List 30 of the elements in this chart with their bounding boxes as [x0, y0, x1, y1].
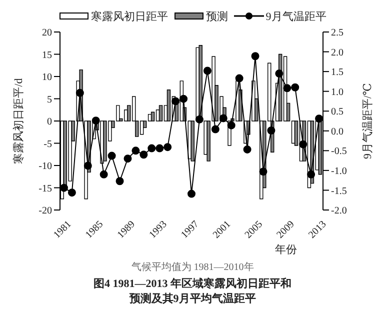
y-axis-title: 寒露风初日距平/d — [12, 78, 25, 164]
x-tick-label: 1989 — [115, 218, 138, 241]
y2-tick-label: 1.0 — [331, 86, 344, 98]
legend-label: 寒露风初日距平 — [90, 10, 168, 24]
x-tick-label: 1981 — [52, 218, 74, 241]
y-tick-label: -20 — [38, 206, 52, 217]
y2-tick-label: 0.5 — [331, 106, 344, 118]
y2-tick-label: 2.5 — [331, 28, 344, 39]
y-tick-label: -15 — [38, 183, 52, 194]
x-axis-title: 年份 — [274, 243, 298, 257]
y2-tick-label: -1.5 — [331, 186, 347, 197]
y-tick-label: -10 — [38, 161, 52, 172]
y-tick-label: 15 — [42, 50, 52, 61]
y2-tick-label: -0.5 — [331, 146, 347, 158]
y-tick-label: 10 — [42, 72, 52, 84]
y2-tick-label: 1.5 — [331, 67, 344, 78]
y2-tick-label: 2.0 — [331, 47, 344, 58]
y-tick-label: -5 — [44, 138, 52, 150]
x-tick-label: 1993 — [147, 218, 170, 241]
text: 气候平均值为 1981—2010年 — [130, 260, 255, 274]
y2-tick-label: 0.0 — [331, 126, 344, 138]
legend-label: 9月气温距平 — [266, 10, 326, 24]
y2-tick-label: -2.0 — [331, 206, 347, 217]
y-tick-label: 0 — [47, 116, 52, 128]
y-tick-label: 5 — [47, 94, 52, 106]
text: 图4 1981—2013 年区域寒露风初日距平和预测及其9月平均气温距平 — [92, 277, 292, 307]
y2-axis-title: 9月气温距平/℃ — [362, 83, 374, 159]
legend-label: 预测 — [206, 10, 228, 24]
y2-tick-label: -1.0 — [331, 166, 347, 177]
y-tick-label: 20 — [42, 28, 52, 39]
